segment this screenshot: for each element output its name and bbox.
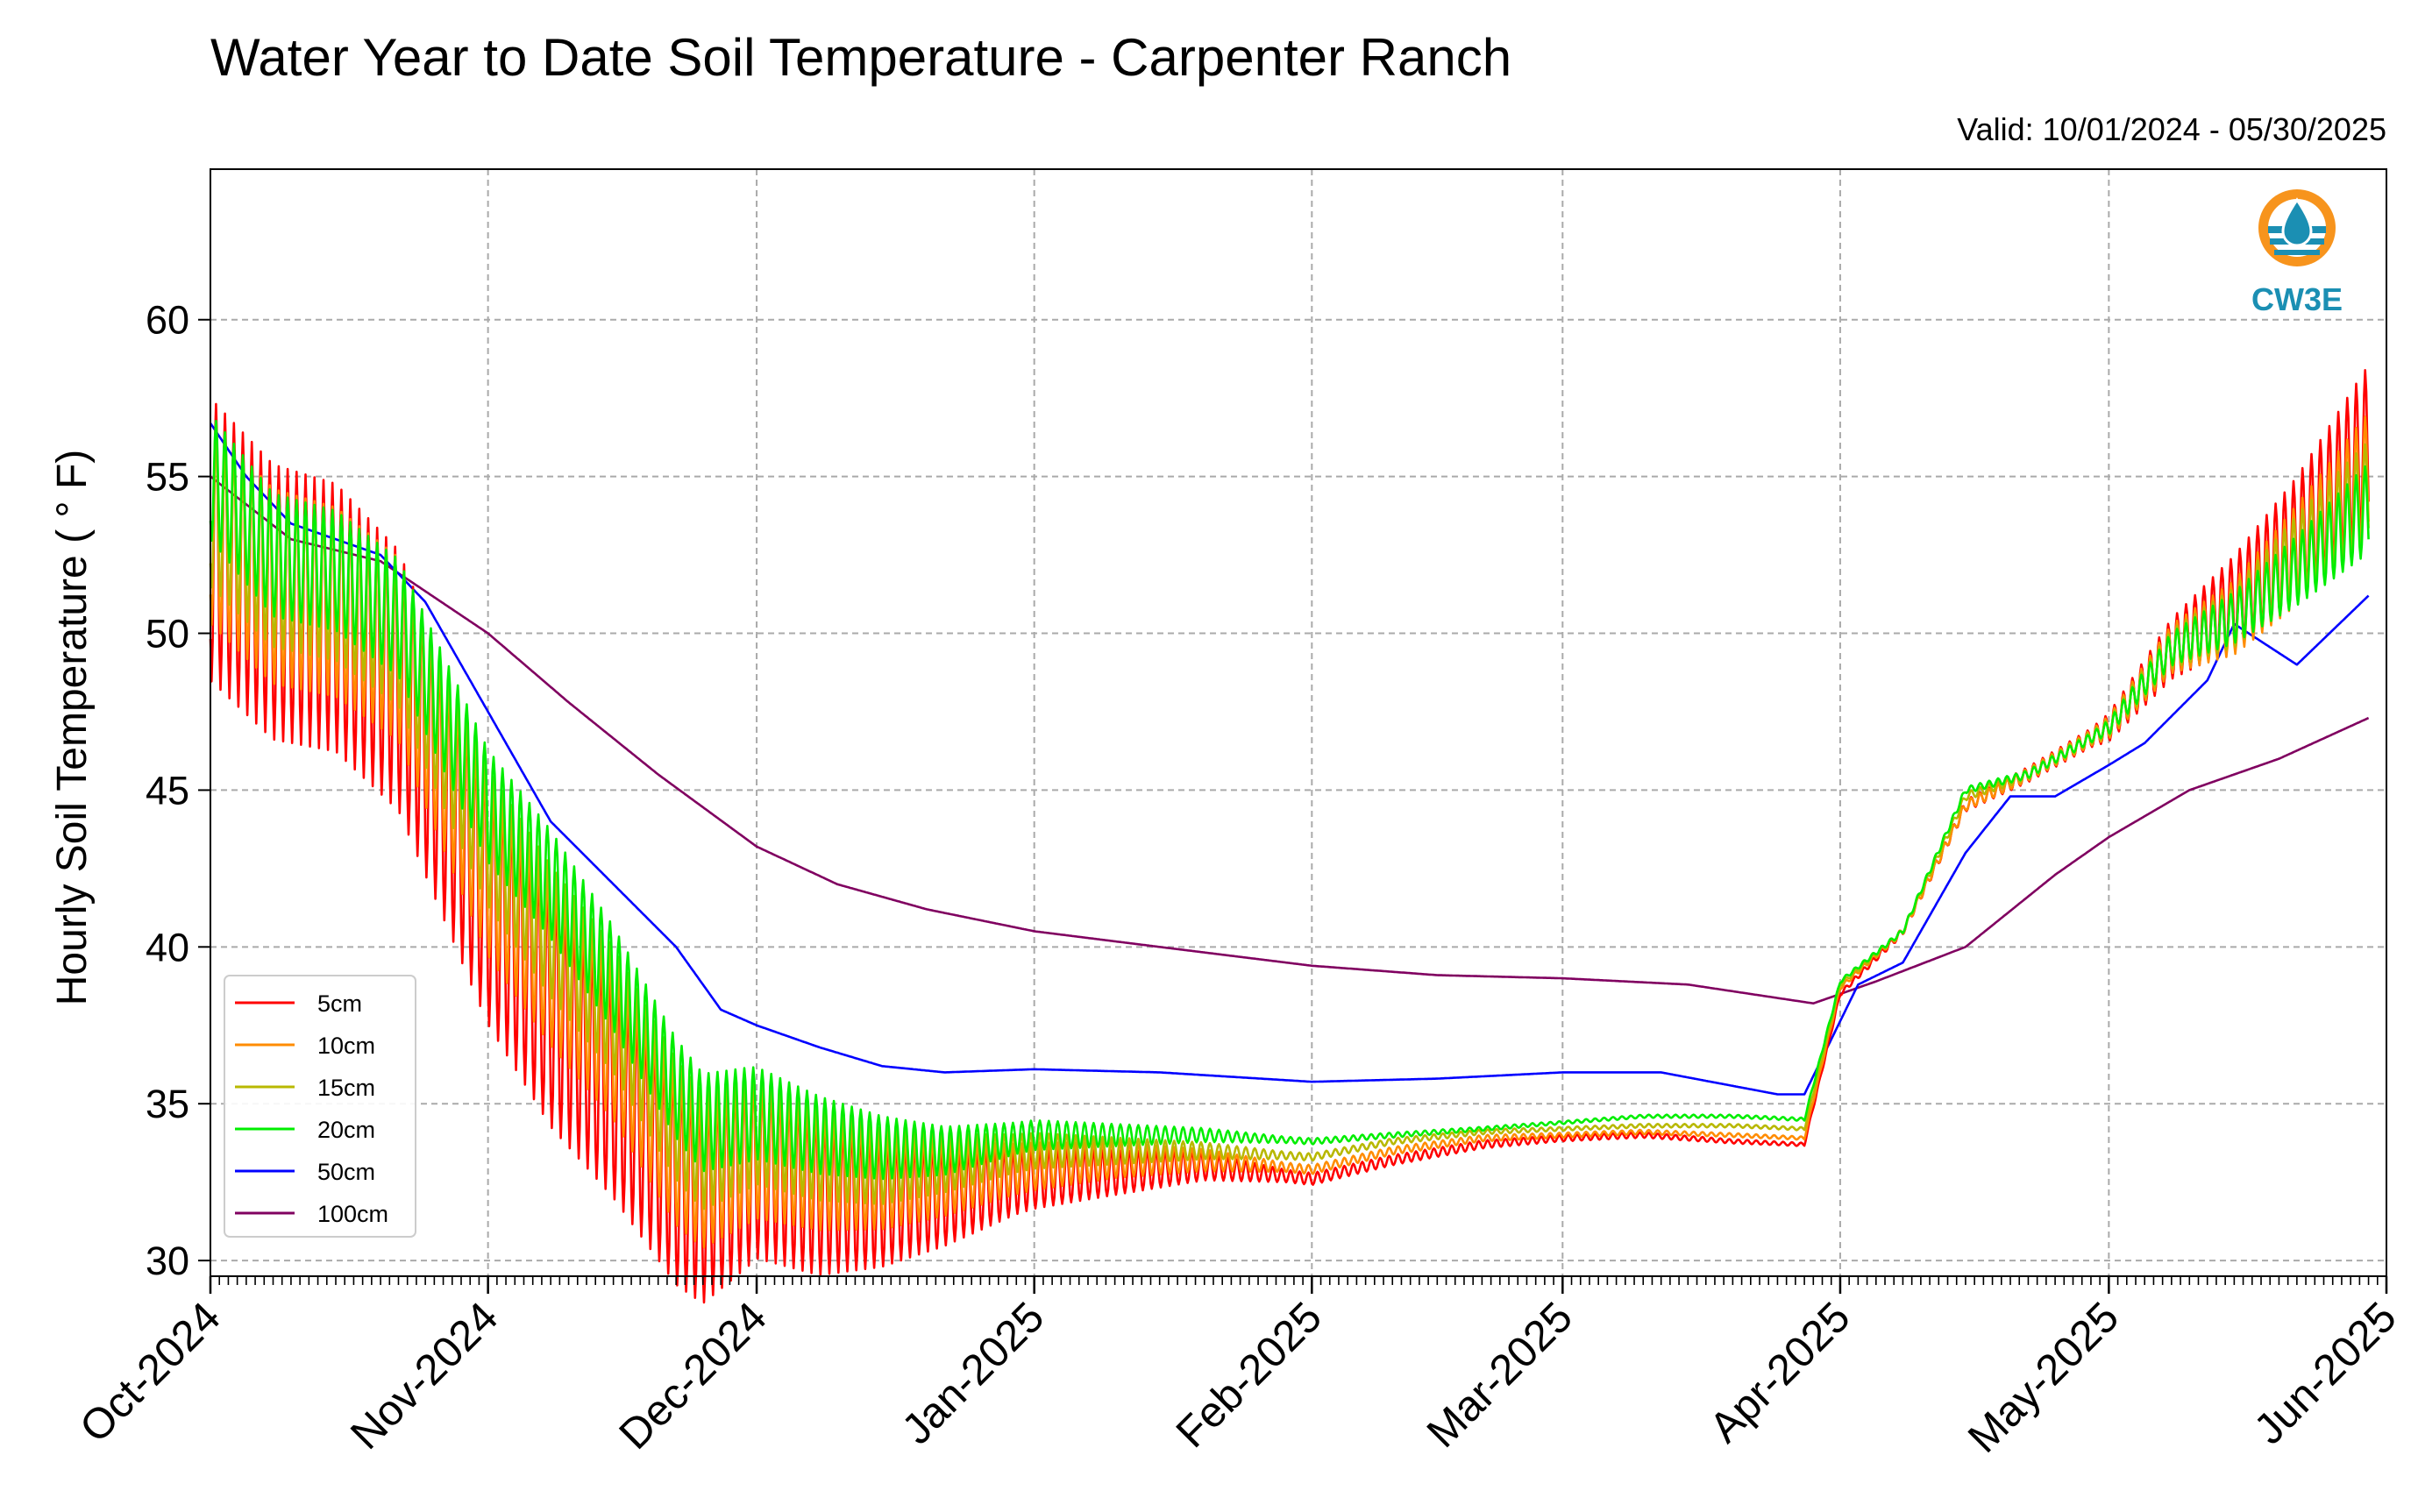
legend-label: 15cm: [317, 1075, 375, 1101]
x-tick-label: Oct-2024: [71, 1294, 230, 1452]
series-line-100cm: [210, 475, 2370, 1004]
chart-title: Water Year to Date Soil Temperature - Ca…: [210, 28, 1511, 87]
legend: 5cm 10cm 15cm 20cm 50cm 100cm: [224, 975, 416, 1238]
grid: [210, 169, 2387, 1276]
legend-label: 5cm: [317, 990, 362, 1017]
legend-label: 10cm: [317, 1033, 375, 1059]
y-tick-label: 30: [146, 1239, 189, 1283]
y-tick-label: 40: [146, 925, 189, 969]
chart-subtitle: Valid: 10/01/2024 - 05/30/2025: [1957, 111, 2386, 147]
series-line-10cm: [209, 415, 2370, 1249]
y-tick-label: 50: [146, 612, 189, 657]
legend-label: 100cm: [317, 1201, 388, 1227]
plot-frame: [210, 168, 2387, 1277]
x-tick-label: Nov-2024: [342, 1294, 507, 1459]
x-tick-label: Feb-2025: [1168, 1294, 1332, 1458]
y-tick-label: 60: [146, 298, 189, 343]
y-tick-label: 35: [146, 1082, 189, 1126]
x-tick-label: Jan-2025: [893, 1294, 1054, 1454]
series-layer: [209, 369, 2370, 1304]
axes: 30 35 40 45 50 55 60 Oct-2024 Nov-2024 Dec-2024 Ja…: [71, 298, 2406, 1462]
y-tick-label: 45: [146, 768, 189, 813]
x-tick-label: Dec-2024: [610, 1294, 775, 1459]
x-tick-label: Jun-2025: [2245, 1294, 2406, 1454]
y-tick-label: 55: [146, 455, 189, 500]
water-drop-icon: [2281, 197, 2313, 247]
x-tick-label: May-2025: [1959, 1294, 2128, 1462]
x-tick-label: Apr-2025: [1701, 1294, 1860, 1452]
legend-label: 50cm: [317, 1159, 375, 1185]
series-line-20cm: [209, 419, 2370, 1181]
y-axis-label: Hourly Soil Temperature ( ° F): [49, 450, 96, 1006]
logo-text: CW3E: [2251, 281, 2343, 317]
cw3e-logo: CW3E: [2251, 189, 2343, 317]
legend-label: 20cm: [317, 1117, 375, 1143]
series-line-50cm: [209, 422, 2370, 1096]
x-tick-label: Mar-2025: [1419, 1294, 1582, 1457]
